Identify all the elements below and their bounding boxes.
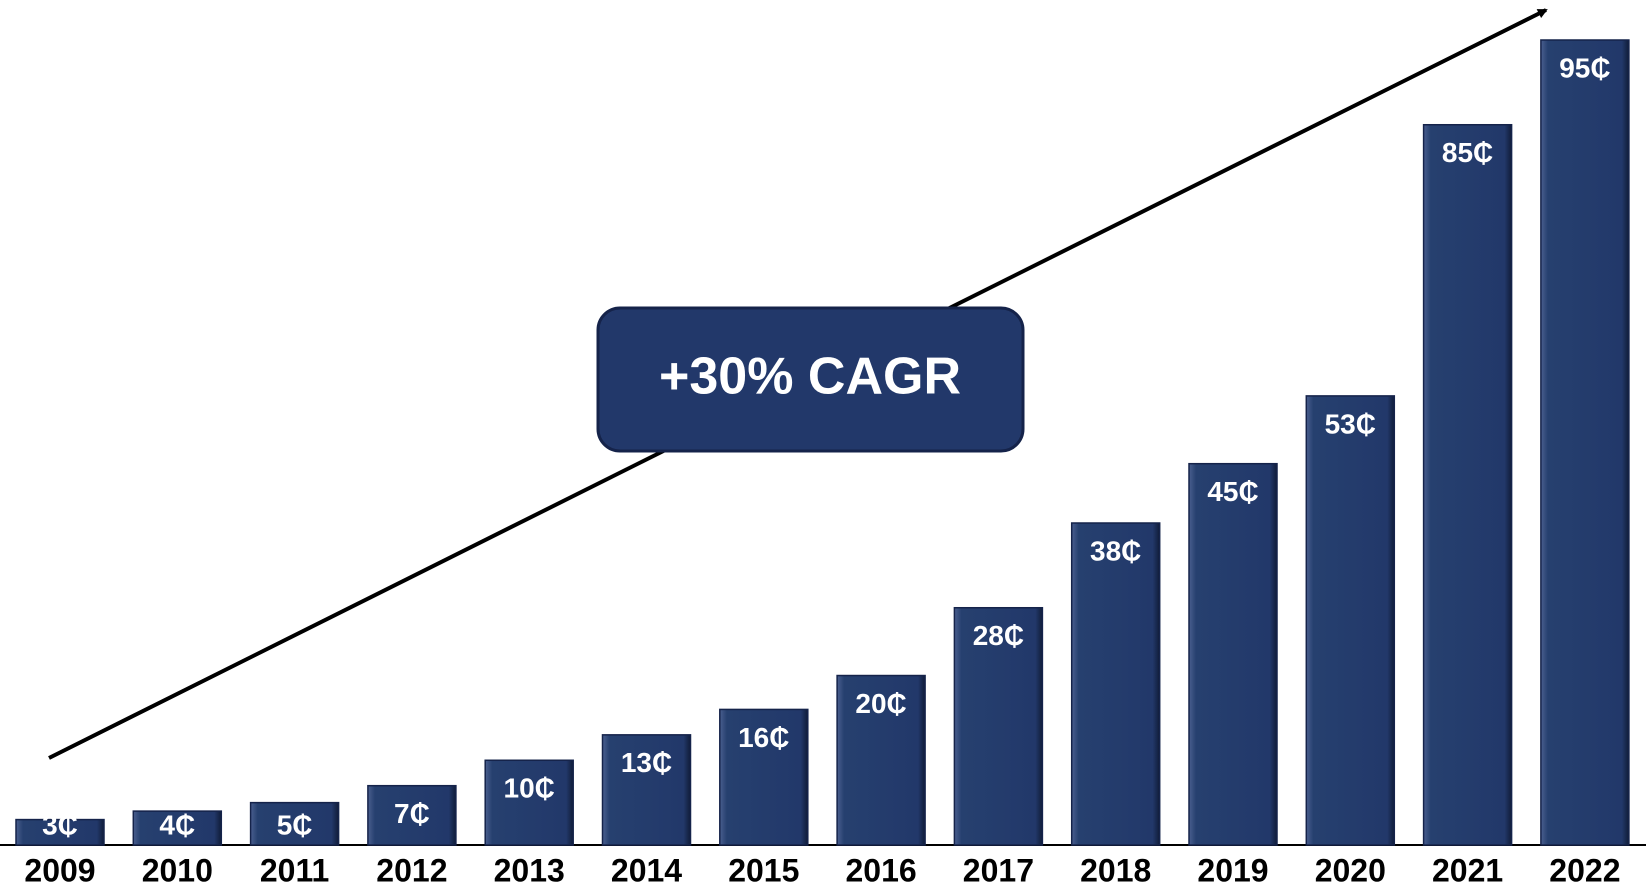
x-tick-label: 2012 [376,852,447,888]
x-tick-label: 2013 [494,852,565,888]
bar [1070,522,1161,846]
x-tick-label: 2021 [1432,852,1503,888]
bar [249,801,340,846]
x-tick-label: 2022 [1549,852,1620,888]
x-tick-label: 2014 [611,852,682,888]
value-label: 28₵ [973,620,1024,651]
value-label: 16₵ [738,722,789,753]
value-label: 45₵ [1207,476,1258,507]
value-label: 5₵ [277,809,313,840]
value-label: 53₵ [1325,408,1376,439]
bar [601,734,692,846]
bar [953,606,1044,846]
bar [719,708,809,846]
x-tick-label: 2020 [1315,852,1386,888]
x-tick-label: 2017 [963,852,1034,888]
x-tick-label: 2015 [728,852,799,888]
value-label: 7₵ [394,798,430,829]
x-tick-label: 2019 [1197,852,1268,888]
bar [484,759,574,846]
value-label: 85₵ [1442,137,1493,168]
bar [132,810,223,846]
bar [15,818,105,846]
value-label: 20₵ [855,688,906,719]
annotation: +30% CAGR [659,348,961,406]
bar [836,674,926,846]
x-tick-label: 2010 [142,852,213,888]
bar [1540,39,1630,846]
bar [1188,462,1278,846]
x-tick-label: 2011 [260,852,329,888]
annotation-box [596,306,1025,453]
value-label: 4₵ [159,809,195,840]
value-label: 3₵ [42,809,78,840]
x-tick-label: 2009 [24,852,95,888]
bar [367,784,457,846]
x-tick-label: 2016 [846,852,917,888]
value-label: 95₵ [1559,52,1610,83]
value-label: 13₵ [621,747,672,778]
bar [1305,395,1396,846]
value-label: 38₵ [1090,535,1141,566]
value-label: 10₵ [504,773,555,804]
bar [1422,123,1513,846]
x-tick-label: 2018 [1080,852,1151,888]
